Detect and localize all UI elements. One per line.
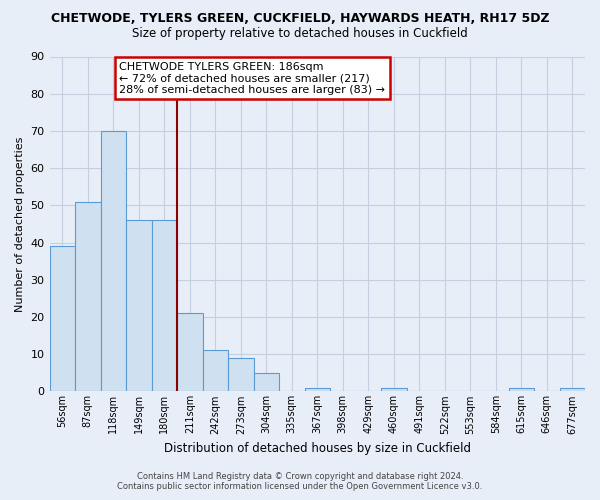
Bar xyxy=(50,246,75,392)
Bar xyxy=(509,388,534,392)
Bar xyxy=(228,358,254,392)
Text: CHETWODE TYLERS GREEN: 186sqm
← 72% of detached houses are smaller (217)
28% of : CHETWODE TYLERS GREEN: 186sqm ← 72% of d… xyxy=(119,62,385,94)
X-axis label: Distribution of detached houses by size in Cuckfield: Distribution of detached houses by size … xyxy=(164,442,471,455)
Bar xyxy=(177,313,203,392)
Bar xyxy=(305,388,330,392)
Bar xyxy=(101,131,126,392)
Bar xyxy=(254,373,279,392)
Text: Contains HM Land Registry data © Crown copyright and database right 2024.
Contai: Contains HM Land Registry data © Crown c… xyxy=(118,472,482,491)
Bar xyxy=(381,388,407,392)
Bar xyxy=(560,388,585,392)
Bar xyxy=(126,220,152,392)
Text: Size of property relative to detached houses in Cuckfield: Size of property relative to detached ho… xyxy=(132,28,468,40)
Text: CHETWODE, TYLERS GREEN, CUCKFIELD, HAYWARDS HEATH, RH17 5DZ: CHETWODE, TYLERS GREEN, CUCKFIELD, HAYWA… xyxy=(50,12,550,26)
Bar xyxy=(152,220,177,392)
Bar xyxy=(75,202,101,392)
Y-axis label: Number of detached properties: Number of detached properties xyxy=(15,136,25,312)
Bar xyxy=(203,350,228,392)
